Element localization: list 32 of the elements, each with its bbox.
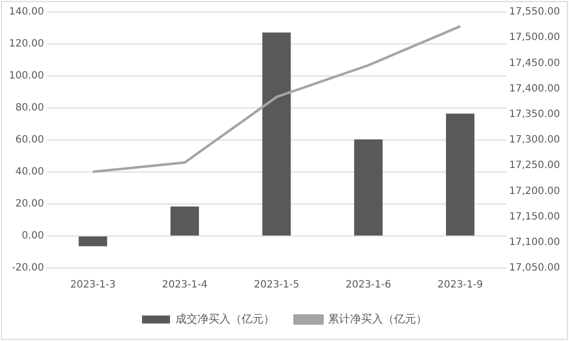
x-tick-label: 2023-1-5: [254, 280, 300, 291]
y-tick-label: 120.00: [8, 38, 44, 50]
bar: [446, 114, 474, 236]
bar: [354, 139, 383, 236]
y2-tick-label: 17,350.00: [509, 108, 560, 120]
x-tick-label: 2023-1-6: [346, 280, 392, 291]
y2-tick-label: 17,200.00: [509, 186, 560, 197]
y-tick-label: -20.00: [12, 262, 44, 274]
y-tick-label: 80.00: [15, 102, 44, 114]
y2-tick-label: 17,550.00: [509, 6, 560, 18]
y2-tick-label: 17,400.00: [509, 83, 560, 94]
y-tick-label: 0.00: [22, 230, 44, 242]
y2-tick-label: 17,100.00: [509, 236, 560, 248]
y-tick-label: 100.00: [8, 70, 44, 82]
bar: [170, 206, 199, 236]
x-tick-label: 2023-1-9: [438, 280, 483, 291]
x-tick-label: 2023-1-3: [70, 280, 116, 291]
y2-tick-label: 17,450.00: [509, 58, 560, 69]
y-tick-label: 60.00: [15, 134, 44, 146]
y2-tick-label: 17,500.00: [509, 32, 560, 44]
x-tick-label: 2023-1-4: [162, 280, 208, 291]
y2-tick-label: 17,150.00: [509, 211, 560, 222]
legend-label: 成交净买入（亿元）: [176, 312, 274, 326]
bar: [78, 236, 108, 246]
y2-tick-label: 17,250.00: [509, 160, 560, 172]
legend-label: 累计净买入（亿元）: [328, 312, 427, 326]
y-tick-label: 140.00: [8, 6, 44, 18]
y-tick-label: 20.00: [15, 198, 44, 210]
y-tick-label: 40.00: [15, 166, 44, 178]
y2-tick-label: 17,300.00: [509, 134, 560, 146]
y2-tick-label: 17,050.00: [509, 262, 560, 274]
bar: [262, 32, 291, 236]
